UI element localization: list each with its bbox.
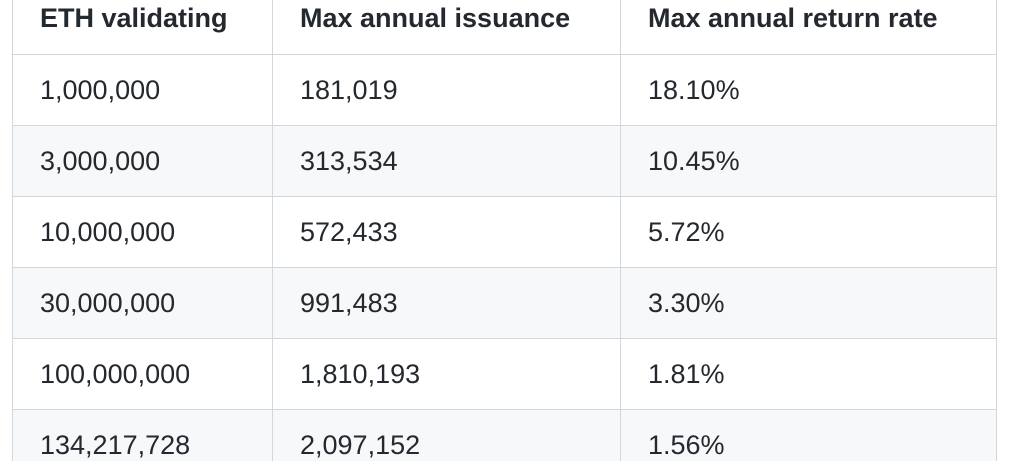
header-max-annual-issuance: Max annual issuance bbox=[272, 0, 621, 55]
cell-max-annual-issuance: 1,810,193 bbox=[272, 338, 621, 410]
cell-max-annual-issuance: 572,433 bbox=[272, 196, 621, 268]
cell-max-annual-issuance: 991,483 bbox=[272, 267, 621, 339]
cell-max-annual-return-rate: 10.45% bbox=[620, 125, 997, 197]
cell-eth-validating: 10,000,000 bbox=[12, 196, 273, 268]
table-row: 10,000,000 572,433 5.72% bbox=[12, 196, 997, 268]
cell-max-annual-return-rate: 1.81% bbox=[620, 338, 997, 410]
table-row: 1,000,000 181,019 18.10% bbox=[12, 54, 997, 126]
table-row: 100,000,000 1,810,193 1.81% bbox=[12, 338, 997, 410]
cell-max-annual-issuance: 181,019 bbox=[272, 54, 621, 126]
cell-eth-validating: 30,000,000 bbox=[12, 267, 273, 339]
cell-eth-validating: 100,000,000 bbox=[12, 338, 273, 410]
cell-eth-validating: 134,217,728 bbox=[12, 409, 273, 461]
cell-eth-validating: 1,000,000 bbox=[12, 54, 273, 126]
cell-eth-validating: 3,000,000 bbox=[12, 125, 273, 197]
header-max-annual-return-rate: Max annual return rate bbox=[620, 0, 997, 55]
cell-max-annual-issuance: 313,534 bbox=[272, 125, 621, 197]
cell-max-annual-return-rate: 3.30% bbox=[620, 267, 997, 339]
table-row: 3,000,000 313,534 10.45% bbox=[12, 125, 997, 197]
cell-max-annual-issuance: 2,097,152 bbox=[272, 409, 621, 461]
issuance-table-container: ETH validating Max annual issuance Max a… bbox=[12, 0, 997, 461]
header-row: ETH validating Max annual issuance Max a… bbox=[12, 0, 997, 55]
header-eth-validating: ETH validating bbox=[12, 0, 273, 55]
table-header: ETH validating Max annual issuance Max a… bbox=[12, 0, 997, 55]
table-row: 30,000,000 991,483 3.30% bbox=[12, 267, 997, 339]
table-body: 1,000,000 181,019 18.10% 3,000,000 313,5… bbox=[12, 54, 997, 461]
issuance-table: ETH validating Max annual issuance Max a… bbox=[12, 0, 997, 461]
cell-max-annual-return-rate: 18.10% bbox=[620, 54, 997, 126]
table-row: 134,217,728 2,097,152 1.56% bbox=[12, 409, 997, 461]
cell-max-annual-return-rate: 5.72% bbox=[620, 196, 997, 268]
cell-max-annual-return-rate: 1.56% bbox=[620, 409, 997, 461]
